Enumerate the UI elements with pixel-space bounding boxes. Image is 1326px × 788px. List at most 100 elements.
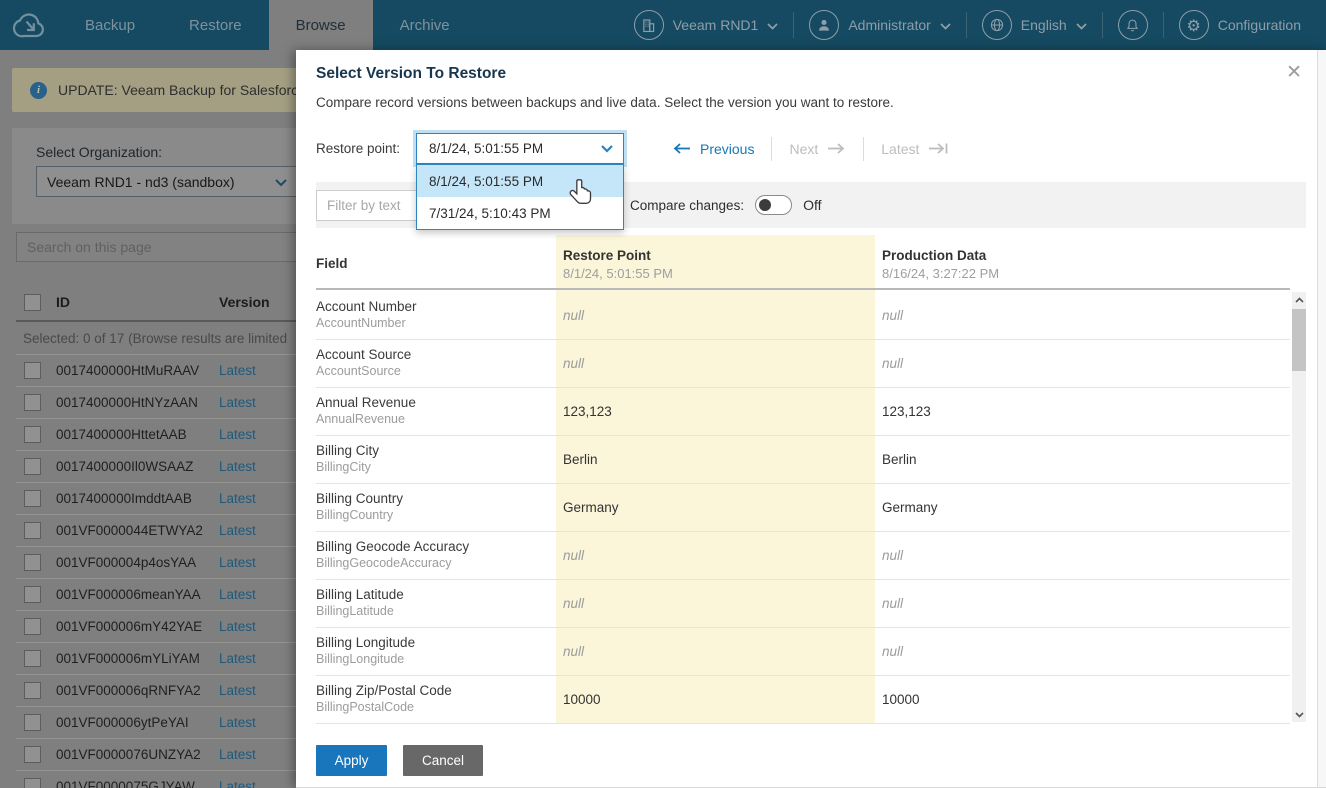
select-version-modal: ✕ Select Version To Restore Compare reco… xyxy=(296,50,1326,788)
dropdown-option[interactable]: 7/31/24, 5:10:43 PM xyxy=(417,197,623,229)
close-icon[interactable]: ✕ xyxy=(1286,61,1302,83)
apply-button[interactable]: Apply xyxy=(316,745,387,776)
row-checkbox[interactable] xyxy=(24,714,41,731)
restore-point-value: null xyxy=(563,308,585,323)
row-checkbox[interactable] xyxy=(24,458,41,475)
row-checkbox[interactable] xyxy=(24,586,41,603)
tab-restore[interactable]: Restore xyxy=(162,0,269,50)
configuration-button[interactable]: ⚙ Configuration xyxy=(1164,10,1316,40)
language-menu-label: English xyxy=(1020,17,1067,33)
scroll-down-icon[interactable] xyxy=(1292,707,1306,722)
nav-divider xyxy=(793,12,795,38)
version-latest-link[interactable]: Latest xyxy=(219,427,256,442)
row-checkbox[interactable] xyxy=(24,778,41,788)
chevron-down-icon xyxy=(601,141,613,156)
record-id: 0017400000ImddtAAB xyxy=(56,491,192,506)
production-data-value: null xyxy=(882,596,904,611)
version-latest-link[interactable]: Latest xyxy=(219,747,256,762)
restore-point-label: Restore point: xyxy=(316,141,401,156)
compare-changes-toggle[interactable] xyxy=(755,195,793,215)
cancel-button[interactable]: Cancel xyxy=(403,745,483,776)
comparison-table-header: Field Restore Point 8/1/24, 5:01:55 PM P… xyxy=(316,235,1290,290)
version-column-header: Version xyxy=(219,294,270,310)
version-latest-link[interactable]: Latest xyxy=(219,523,256,538)
comparison-table-body: Account Number AccountNumber null null A… xyxy=(316,292,1290,724)
restore-point-value: 10000 xyxy=(563,692,601,707)
record-row: 001VF0000075GJYAW Latest xyxy=(16,771,1306,788)
field-label: Billing Geocode Accuracy xyxy=(316,539,470,554)
row-checkbox[interactable] xyxy=(24,426,41,443)
arrow-right-icon xyxy=(828,143,845,154)
configuration-label: Configuration xyxy=(1217,17,1301,33)
modal-subtitle: Compare record versions between backups … xyxy=(316,95,894,110)
page-search xyxy=(16,232,298,262)
organization-select[interactable]: Veeam RND1 - nd3 (sandbox) xyxy=(36,166,298,197)
tab-archive-label: Archive xyxy=(399,16,450,34)
search-input[interactable] xyxy=(17,233,297,261)
language-menu[interactable]: English xyxy=(967,10,1102,40)
row-checkbox[interactable] xyxy=(24,682,41,699)
record-id: 001VF000006meanYAA xyxy=(56,587,201,602)
tab-browse[interactable]: Browse xyxy=(268,0,373,50)
field-api-name: BillingCountry xyxy=(316,508,394,522)
next-button[interactable]: Next xyxy=(789,141,846,157)
globe-icon xyxy=(981,10,1012,40)
latest-button[interactable]: Latest xyxy=(881,141,949,157)
nav-links-divider xyxy=(863,136,865,161)
version-latest-link[interactable]: Latest xyxy=(219,555,256,570)
record-id: 001VF0000075GJYAW xyxy=(56,779,195,788)
field-api-name: AnnualRevenue xyxy=(316,412,405,426)
row-checkbox[interactable] xyxy=(24,490,41,507)
restore-point-column-header: Restore Point xyxy=(563,248,651,263)
tab-archive[interactable]: Archive xyxy=(373,0,477,50)
restore-point-navigation: Previous Next Latest xyxy=(672,133,949,164)
version-latest-link[interactable]: Latest xyxy=(219,459,256,474)
user-menu[interactable]: Administrator xyxy=(794,10,965,40)
info-icon: i xyxy=(30,81,47,99)
version-latest-link[interactable]: Latest xyxy=(219,363,256,378)
version-latest-link[interactable]: Latest xyxy=(219,395,256,410)
latest-label: Latest xyxy=(881,140,920,157)
row-checkbox[interactable] xyxy=(24,522,41,539)
previous-button[interactable]: Previous xyxy=(672,141,754,157)
version-latest-link[interactable]: Latest xyxy=(219,651,256,666)
table-scrollbar[interactable] xyxy=(1292,292,1306,722)
tab-backup-label: Backup xyxy=(85,16,136,34)
row-checkbox[interactable] xyxy=(24,554,41,571)
org-menu[interactable]: Veeam RND1 xyxy=(619,10,794,40)
version-latest-link[interactable]: Latest xyxy=(219,779,256,788)
row-checkbox[interactable] xyxy=(24,746,41,763)
previous-label: Previous xyxy=(700,140,755,157)
bell-icon xyxy=(1117,10,1148,40)
chevron-down-icon xyxy=(1076,17,1087,33)
version-latest-link[interactable]: Latest xyxy=(219,715,256,730)
row-checkbox[interactable] xyxy=(24,362,41,379)
record-id: 001VF000004p4osYAA xyxy=(56,555,197,570)
field-comparison-row: Billing Zip/Postal Code BillingPostalCod… xyxy=(316,676,1290,724)
row-checkbox[interactable] xyxy=(24,394,41,411)
arrow-left-icon xyxy=(673,143,690,154)
veeam-cloud-logo-icon xyxy=(0,0,58,50)
record-id: 001VF000006mY42YAE xyxy=(56,619,203,634)
user-menu-label: Administrator xyxy=(848,17,931,33)
dropdown-option[interactable]: 8/1/24, 5:01:55 PM xyxy=(417,165,623,197)
id-column-header: ID xyxy=(56,294,70,310)
record-id: 001VF000006mYLiYAM xyxy=(56,651,200,666)
version-latest-link[interactable]: Latest xyxy=(219,619,256,634)
restore-point-value: null xyxy=(563,644,585,659)
scrollbar-thumb[interactable] xyxy=(1292,309,1306,371)
row-checkbox[interactable] xyxy=(24,618,41,635)
select-all-checkbox[interactable] xyxy=(24,293,41,311)
production-data-value: null xyxy=(882,644,904,659)
production-data-value: 123,123 xyxy=(882,404,931,419)
version-latest-link[interactable]: Latest xyxy=(219,587,256,602)
row-checkbox[interactable] xyxy=(24,650,41,667)
user-icon xyxy=(809,10,840,40)
version-latest-link[interactable]: Latest xyxy=(219,683,256,698)
nav-divider xyxy=(1162,12,1164,38)
notifications-button[interactable] xyxy=(1103,10,1163,40)
scroll-up-icon[interactable] xyxy=(1292,292,1306,307)
restore-point-select[interactable]: 8/1/24, 5:01:55 PM xyxy=(416,133,624,164)
version-latest-link[interactable]: Latest xyxy=(219,491,256,506)
tab-backup[interactable]: Backup xyxy=(58,0,162,50)
